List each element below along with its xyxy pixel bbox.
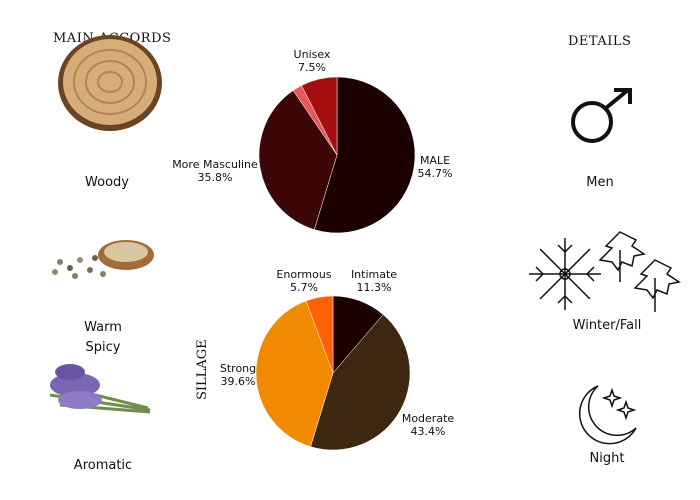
sillage-title: SILLAGE <box>195 339 210 400</box>
pie-slice-moderate <box>310 314 411 451</box>
pie-label-intimate: Intimate 11.3% <box>350 268 398 294</box>
gender-pie-chart <box>258 76 416 234</box>
wood-slice-image <box>58 35 162 131</box>
pie-slice-strong <box>255 300 334 447</box>
pie-slice-unisex <box>301 76 338 156</box>
pie-label-unisex: Unisex 7.5% <box>293 48 331 74</box>
detail-label-season: Winter/Fall <box>572 318 642 333</box>
pie-slice-more-masculine <box>258 90 338 230</box>
peppercorns-image <box>52 240 154 279</box>
pie-slice-enormous <box>305 295 334 374</box>
pie-label-strong: Strong 39.6% <box>219 362 257 388</box>
moon-stars-icon <box>578 385 637 445</box>
accord-label-aromatic: Aromatic <box>73 458 133 473</box>
pie-label-male: MALE 54.7% <box>417 154 453 180</box>
pie-label-moderate: Moderate 43.4% <box>401 412 455 438</box>
pie-slice-male <box>313 76 416 234</box>
detail-label-time: Night <box>589 451 625 466</box>
male-symbol-icon <box>571 88 632 143</box>
pie-label-more-masculine: More Masculine 35.8% <box>172 158 258 184</box>
accord-label-woody: Woody <box>85 175 129 190</box>
sillage-pie-chart <box>255 295 411 451</box>
pie-label-enormous: Enormous 5.7% <box>276 268 332 294</box>
snowflake-leaves-icon <box>529 231 681 312</box>
accord-label-warm-spicy: Warm Spicy <box>84 320 122 355</box>
detail-label-men: Men <box>586 175 614 190</box>
details-title: DETAILS <box>568 34 632 49</box>
lavender-image <box>49 364 151 414</box>
